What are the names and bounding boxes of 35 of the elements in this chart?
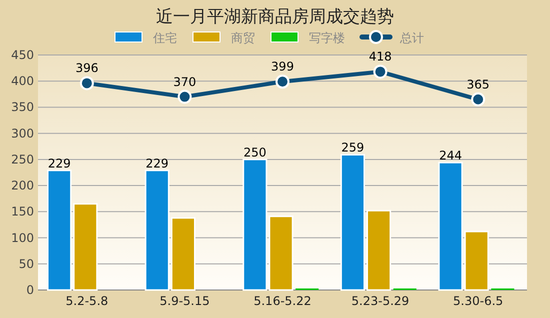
data-label: 396: [75, 61, 98, 76]
y-tick-label: 100: [11, 230, 34, 245]
y-tick-label: 150: [11, 204, 34, 219]
x-tick-label: 5.9-5.15: [160, 294, 210, 308]
point: [80, 76, 94, 90]
y-tick-label: 300: [11, 126, 34, 140]
legend-label: 住宅: [152, 31, 177, 45]
data-label: 250: [243, 145, 266, 160]
data-label: 259: [341, 140, 364, 155]
y-tick-label: 0: [26, 283, 34, 297]
data-label: 244: [439, 148, 462, 163]
y-tick-label: 450: [11, 48, 34, 62]
data-label: 229: [146, 156, 169, 170]
data-label: 399: [271, 60, 294, 74]
y-tick-label: 250: [11, 152, 34, 166]
point: [373, 64, 388, 79]
data-label: 418: [368, 50, 392, 64]
legend-label: 总计: [399, 31, 424, 45]
y-tick-label: 350: [11, 100, 34, 114]
y-tick-label: 400: [11, 74, 34, 88]
chart-title: 近一月平湖新商品房周成交趋势: [156, 7, 394, 27]
data-label: 370: [173, 74, 196, 89]
x-tick-label: 5.2-5.8: [66, 294, 108, 308]
y-tick-label: 50: [18, 256, 34, 271]
y-tick-label: 200: [11, 178, 34, 193]
x-tick-label: 5.30-6.5: [453, 294, 504, 308]
data-label: 229: [48, 156, 71, 170]
data-label: 365: [466, 77, 490, 92]
x-tick-label: 5.16-5.22: [254, 294, 312, 308]
point: [471, 92, 486, 106]
point: [178, 90, 192, 104]
legend-label: 商贸: [231, 31, 255, 45]
legend-label: 写字楼: [309, 31, 345, 45]
point: [276, 74, 290, 89]
x-tick-label: 5.23-5.29: [351, 294, 410, 308]
